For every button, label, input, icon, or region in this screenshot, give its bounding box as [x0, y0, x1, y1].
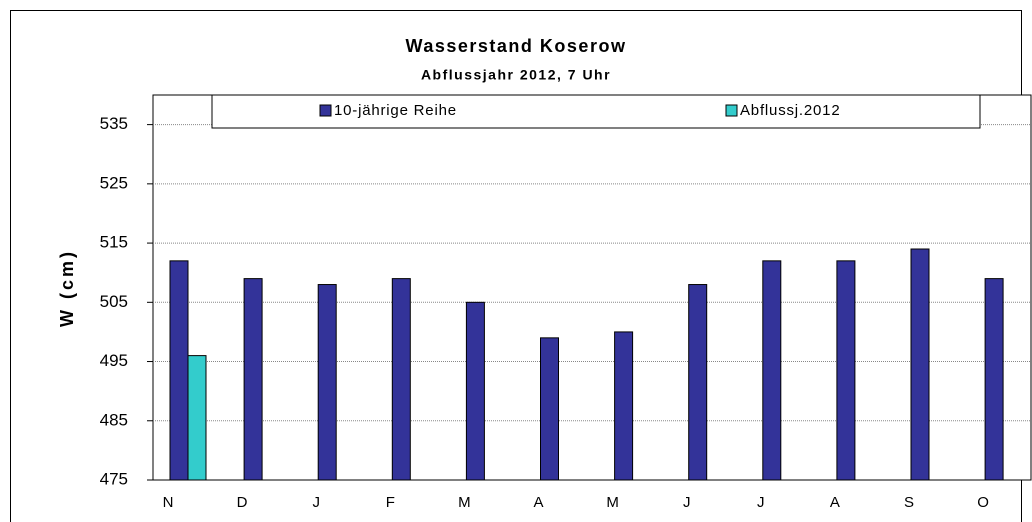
x-tick-label: A [830, 494, 840, 511]
bar [762, 260, 782, 481]
y-tick-label: 535 [100, 114, 128, 133]
plot-area [152, 94, 1032, 481]
bar [836, 260, 856, 481]
legend-label: 10-jährige Reihe [334, 102, 457, 119]
y-tick-label: 525 [100, 173, 128, 192]
legend-box [211, 94, 981, 129]
x-tick-label: J [312, 494, 320, 511]
y-tick-label: 485 [100, 410, 128, 429]
x-tick-label: J [757, 494, 765, 511]
bar [910, 248, 930, 481]
x-tick-label: M [458, 494, 471, 511]
bar [688, 284, 708, 481]
x-tick-label: A [533, 494, 543, 511]
bar [187, 355, 207, 481]
bar [984, 278, 1004, 481]
legend-label: Abflussj.2012 [740, 102, 840, 119]
legend-swatch [319, 104, 332, 117]
x-tick-label: F [386, 494, 395, 511]
y-axis-label: W (cm) [57, 249, 77, 327]
bar [391, 278, 411, 481]
bar [540, 337, 559, 481]
bar [614, 331, 634, 481]
bar [243, 278, 263, 481]
x-tick-label: J [683, 494, 691, 511]
y-tick-label: 515 [100, 233, 128, 252]
y-tick-label: 505 [100, 292, 128, 311]
y-tick-label: 495 [100, 351, 128, 370]
bar [317, 284, 337, 481]
x-tick-label: O [977, 494, 989, 511]
bar [465, 301, 485, 481]
y-tick-label: 475 [100, 469, 128, 488]
chart-subtitle: Abflussjahr 2012, 7 Uhr [421, 67, 611, 83]
x-tick-label: M [606, 494, 619, 511]
x-tick-label: N [163, 494, 174, 511]
legend-swatch [725, 104, 738, 117]
x-tick-label: D [237, 494, 248, 511]
bar [169, 260, 189, 481]
chart-title: Wasserstand Koserow [406, 36, 627, 56]
x-tick-label: S [904, 494, 914, 511]
